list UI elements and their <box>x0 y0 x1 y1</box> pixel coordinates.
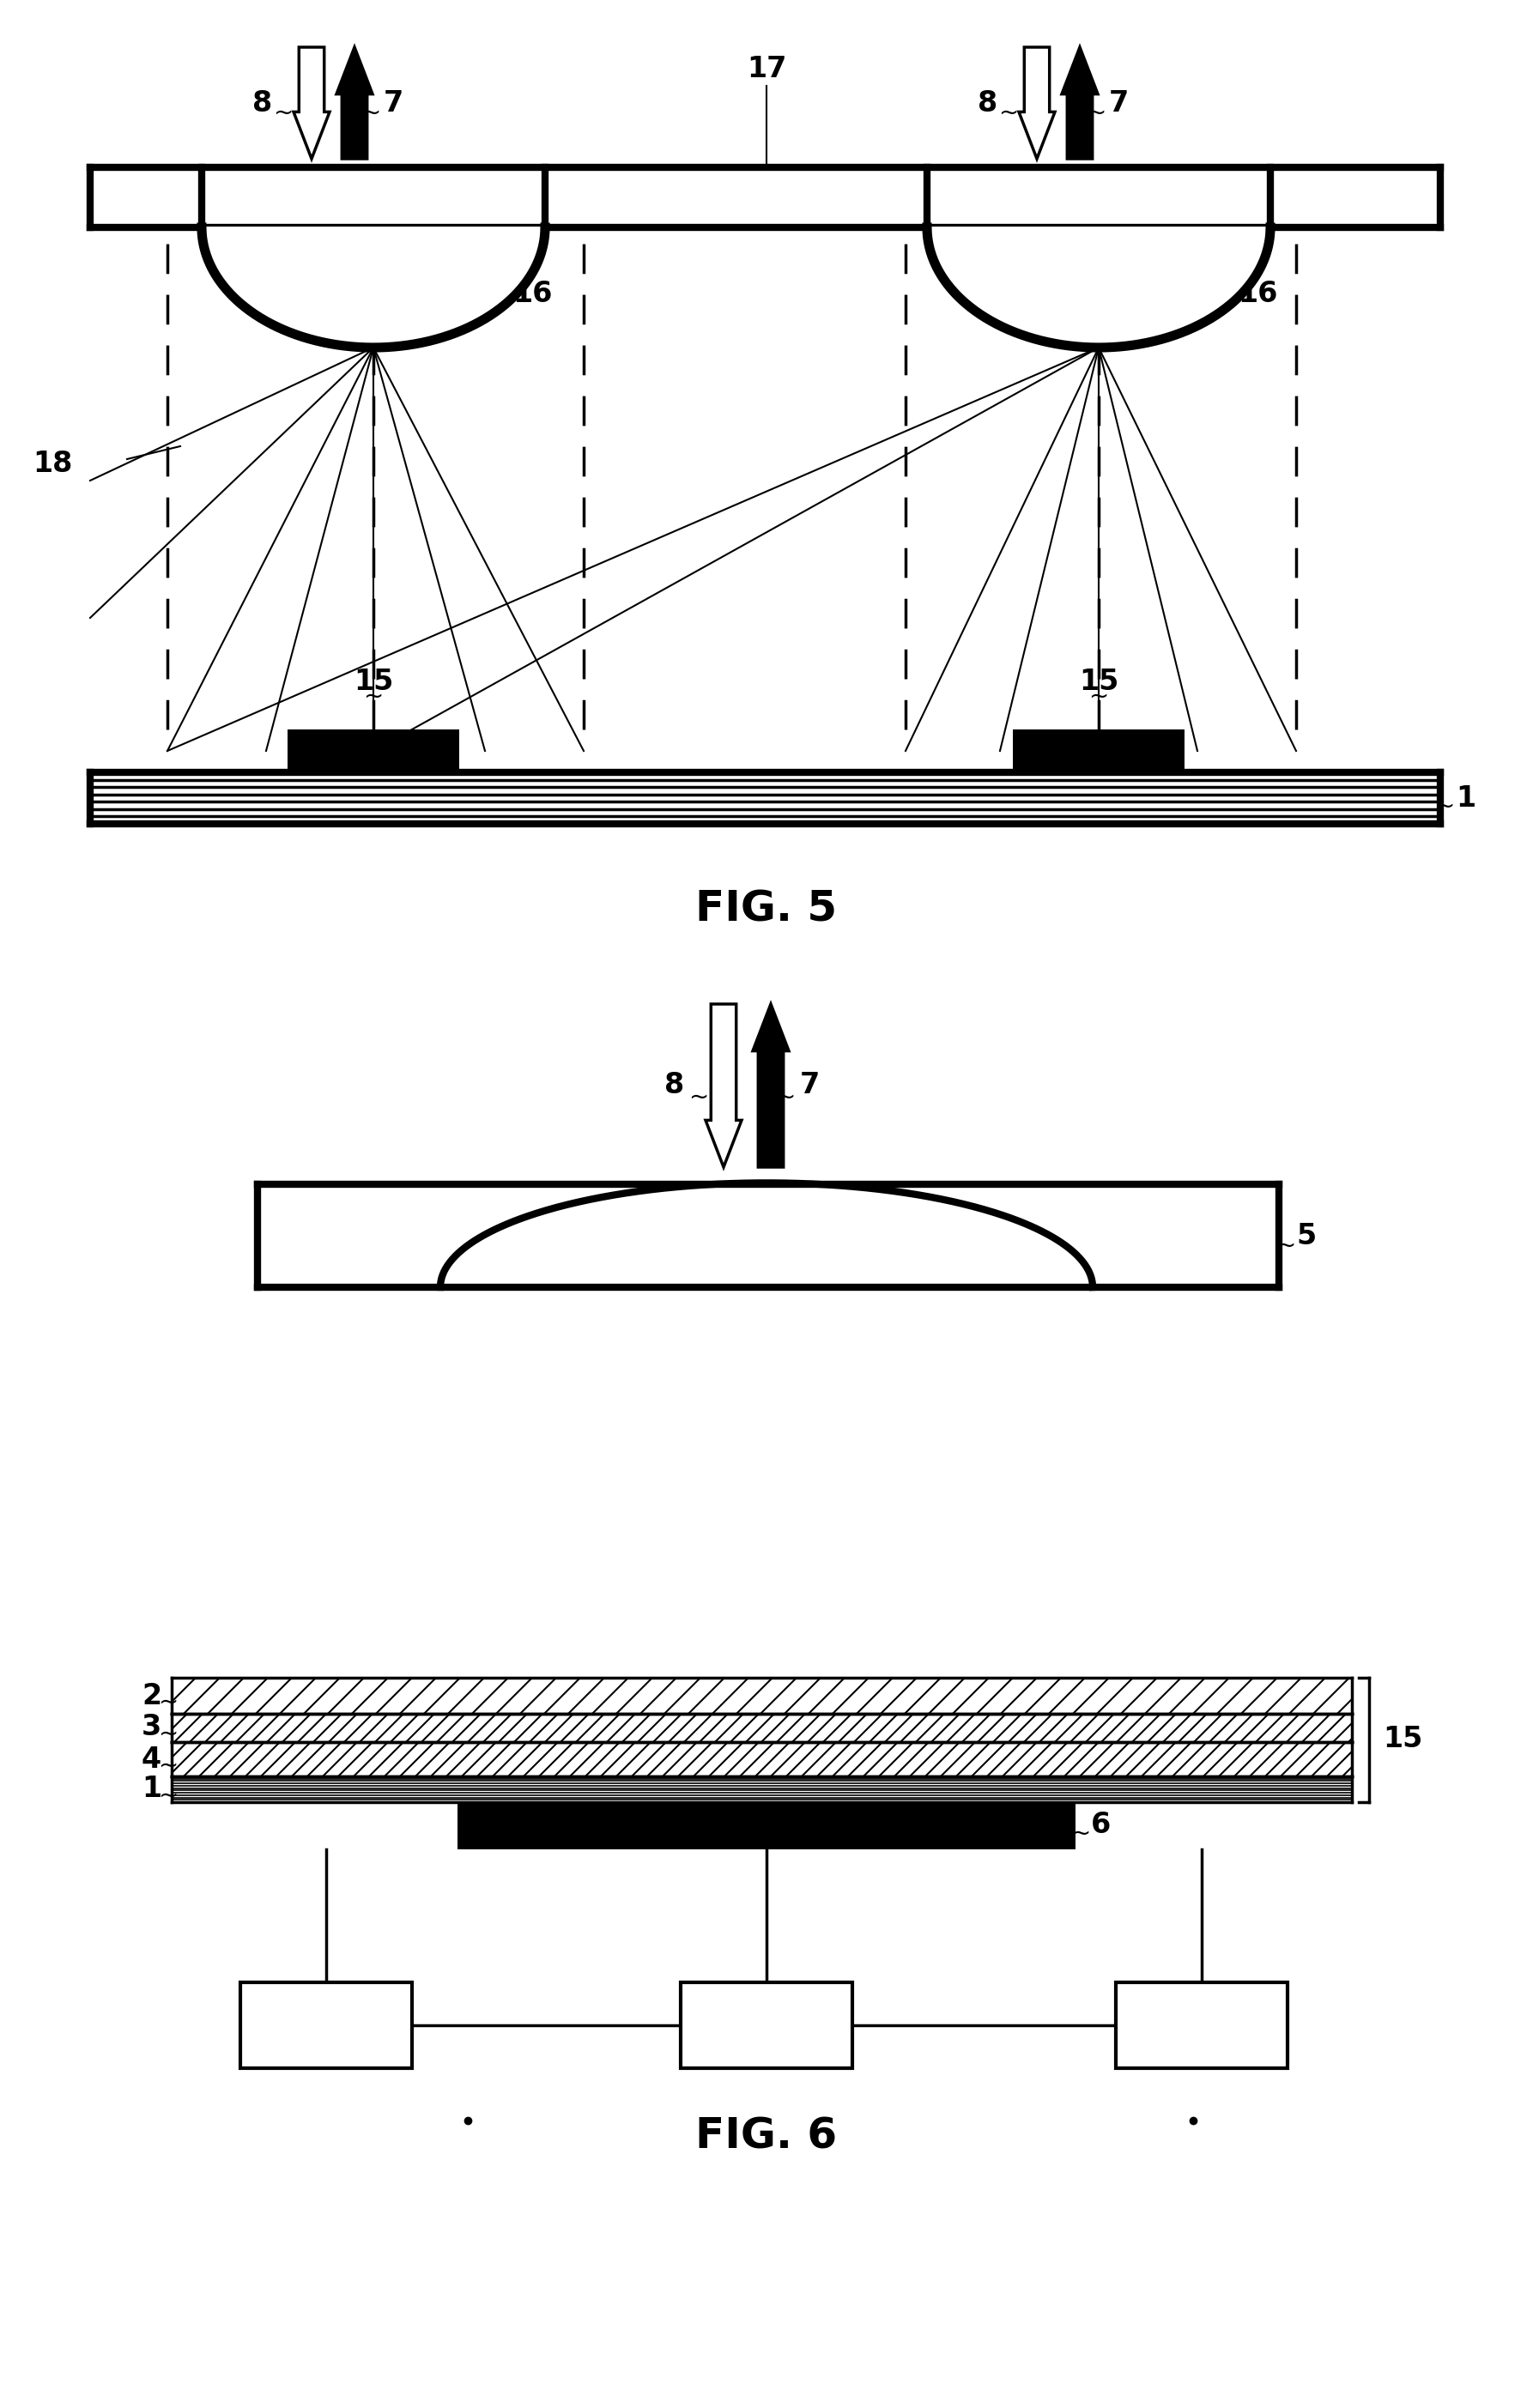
Text: ~: ~ <box>158 1690 178 1714</box>
Text: 6: 6 <box>1091 1811 1111 1840</box>
Text: FIG. 5: FIG. 5 <box>696 889 837 929</box>
Text: 8: 8 <box>977 89 998 118</box>
Polygon shape <box>927 226 1271 347</box>
Polygon shape <box>1062 48 1098 159</box>
Text: ~: ~ <box>1435 795 1455 819</box>
Text: ~: ~ <box>1070 1823 1090 1847</box>
Text: 18: 18 <box>34 450 74 477</box>
Text: 17: 17 <box>747 55 786 82</box>
Polygon shape <box>258 1182 1279 1291</box>
Bar <box>172 1678 1352 1714</box>
Polygon shape <box>336 48 373 159</box>
Polygon shape <box>293 48 330 159</box>
Text: ~: ~ <box>273 101 293 125</box>
Polygon shape <box>1019 48 1055 159</box>
Text: 4: 4 <box>141 1746 161 1772</box>
Text: ~: ~ <box>491 289 510 313</box>
Text: 3: 3 <box>141 1714 161 1741</box>
Text: ~: ~ <box>158 1784 178 1808</box>
Text: ~: ~ <box>1088 684 1108 708</box>
Bar <box>288 730 460 773</box>
Text: 9: 9 <box>1191 2011 1211 2040</box>
Bar <box>1116 1982 1288 2068</box>
Text: ~: ~ <box>776 1086 796 1110</box>
Bar <box>1013 730 1185 773</box>
Text: 15: 15 <box>354 667 394 696</box>
Text: ~: ~ <box>158 1722 178 1746</box>
Text: 7: 7 <box>1108 89 1128 118</box>
Bar <box>681 1982 852 2068</box>
Polygon shape <box>202 226 546 347</box>
Text: FIG. 6: FIG. 6 <box>696 2117 837 2158</box>
Text: ~: ~ <box>1217 289 1237 313</box>
Polygon shape <box>705 1004 742 1168</box>
Text: 16: 16 <box>512 279 552 308</box>
Text: 5: 5 <box>1295 1221 1315 1250</box>
Text: 10: 10 <box>307 2011 346 2040</box>
Text: 15: 15 <box>1383 1727 1423 1753</box>
Text: 8: 8 <box>251 89 271 118</box>
Bar <box>241 1982 412 2068</box>
Text: ~: ~ <box>688 1086 708 1110</box>
Text: 8: 8 <box>664 1072 684 1100</box>
Text: ~: ~ <box>998 101 1018 125</box>
Bar <box>172 1714 1352 1741</box>
Text: 12: 12 <box>747 2011 786 2040</box>
Text: 15: 15 <box>1079 667 1119 696</box>
Text: 7: 7 <box>383 89 403 118</box>
Text: ~: ~ <box>1275 1233 1295 1257</box>
Bar <box>457 1801 1076 1849</box>
Bar <box>90 773 1441 824</box>
Text: ~: ~ <box>360 101 380 125</box>
Bar <box>258 1185 1279 1288</box>
Text: ~: ~ <box>158 1753 178 1777</box>
Bar <box>172 1777 1352 1801</box>
Text: ~: ~ <box>363 684 383 708</box>
Text: 7: 7 <box>800 1072 820 1100</box>
Text: 16: 16 <box>1237 279 1277 308</box>
Text: ~: ~ <box>1085 101 1105 125</box>
Text: 1: 1 <box>141 1775 161 1804</box>
Text: 1: 1 <box>1456 785 1476 811</box>
Polygon shape <box>753 1004 789 1168</box>
Text: 2: 2 <box>141 1681 161 1710</box>
Bar <box>90 166 1441 226</box>
Bar <box>172 1741 1352 1777</box>
